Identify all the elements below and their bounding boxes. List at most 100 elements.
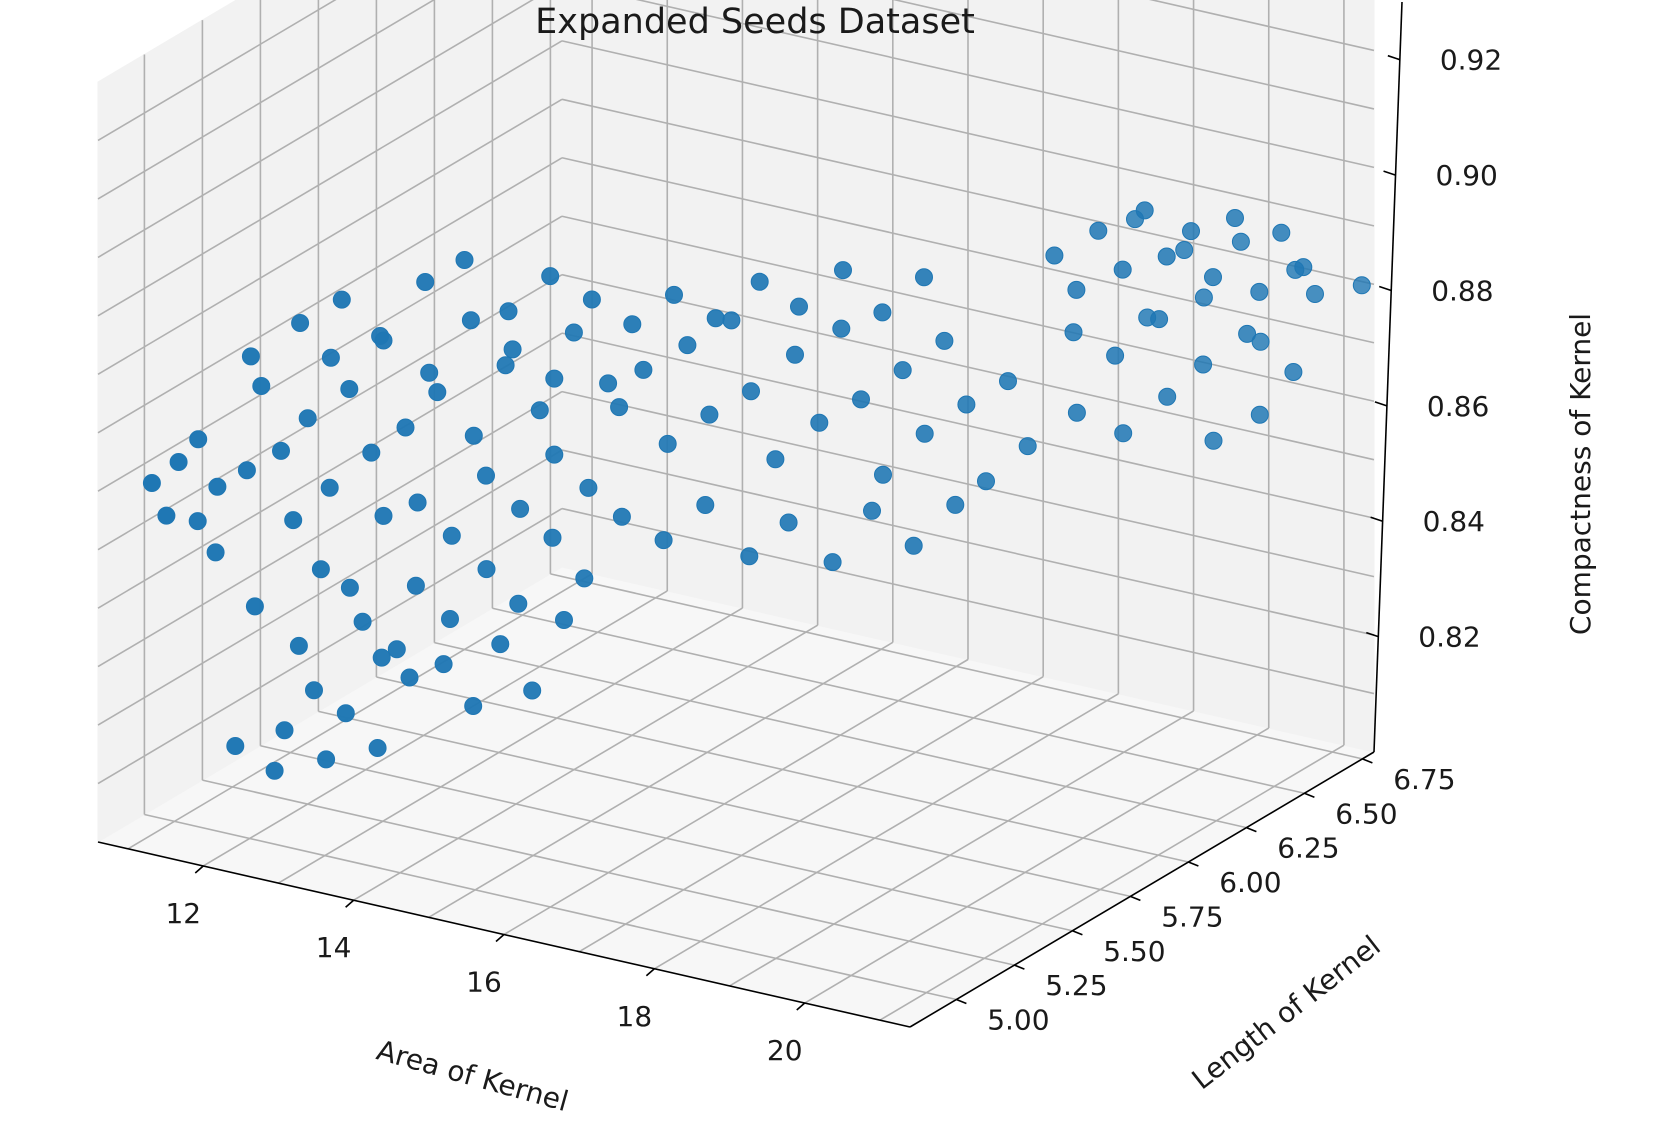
back-grid-z — [635, 0, 1375, 169]
z-tick — [1366, 631, 1379, 638]
left-grid-z — [97, 0, 534, 259]
data-point — [834, 261, 852, 280]
data-point — [416, 273, 435, 291]
back-grid-z — [561, 273, 1375, 461]
x-tick-label: 14 — [316, 931, 352, 964]
data-point — [1182, 222, 1200, 241]
z-tick-label: 0.84 — [1423, 505, 1485, 538]
data-point — [873, 303, 892, 322]
data-point — [786, 345, 804, 364]
floor-grid-y — [550, 573, 1363, 760]
y-tick — [1072, 930, 1083, 936]
data-point — [189, 430, 208, 449]
data-point — [511, 499, 530, 518]
data-point — [509, 594, 528, 613]
data-point — [252, 377, 271, 395]
data-point — [1204, 431, 1223, 450]
data-point — [340, 380, 359, 398]
back-grid-z — [561, 332, 1375, 519]
data-point — [852, 390, 870, 409]
data-point — [237, 461, 256, 480]
x-tick-label: 16 — [466, 966, 502, 999]
data-point — [957, 395, 976, 414]
data-point — [832, 319, 851, 338]
chart-title: Expanded Seeds Dataset — [535, 2, 975, 42]
y-tick-label: 5.00 — [987, 1004, 1049, 1037]
x-tick-label: 12 — [165, 897, 201, 930]
floor-grid-y — [202, 779, 1015, 966]
x-axis-label: Area of Kernel — [373, 1034, 572, 1119]
data-point — [750, 272, 769, 291]
data-point — [1157, 247, 1176, 266]
data-point — [977, 472, 995, 491]
y-axis-label: Length of Kernel — [1186, 929, 1387, 1096]
floor-grid-y — [434, 641, 1247, 829]
data-point — [742, 382, 760, 401]
back-grid-z — [561, 449, 1375, 636]
data-point — [245, 597, 264, 616]
floor-grid-x — [879, 744, 1345, 1021]
floor-grid-x — [428, 641, 894, 919]
y-tick — [956, 998, 967, 1005]
data-point — [298, 409, 317, 428]
data-point — [1067, 280, 1086, 299]
data-point — [545, 445, 564, 464]
data-point — [523, 681, 542, 700]
data-point — [362, 443, 381, 462]
data-point — [320, 478, 339, 497]
data-point — [1106, 346, 1125, 365]
z-axis-label: Compactness of Kernel — [1564, 313, 1597, 635]
data-point — [1194, 288, 1213, 307]
data-point — [305, 681, 323, 700]
data-point — [779, 513, 798, 532]
data-point — [226, 737, 245, 755]
data-point — [142, 474, 161, 492]
data-point — [555, 611, 573, 629]
y-tick — [1130, 895, 1141, 902]
y-tick-label: 6.75 — [1393, 763, 1455, 796]
data-point — [665, 285, 683, 304]
data-point — [496, 356, 515, 375]
data-point — [208, 477, 227, 496]
data-point — [1231, 232, 1250, 251]
data-point — [291, 314, 310, 332]
floor-grid-y — [260, 744, 1073, 932]
y-tick-label: 6.25 — [1277, 832, 1339, 865]
y-tick — [1304, 792, 1315, 798]
x-tick — [645, 968, 655, 977]
floor-grid-y — [492, 607, 1305, 795]
data-point — [241, 347, 260, 366]
data-point — [206, 543, 225, 562]
data-point — [1250, 405, 1269, 424]
y-tick-label: 6.50 — [1335, 797, 1397, 830]
data-point — [374, 331, 393, 350]
z-tick-label: 0.88 — [1431, 274, 1493, 307]
back-grid-z — [561, 390, 1375, 578]
z-tick — [1383, 170, 1396, 176]
data-point — [740, 547, 759, 566]
left-grid-z — [97, 390, 563, 668]
data-point — [1272, 223, 1291, 242]
data-point — [1089, 221, 1108, 240]
data-point — [658, 434, 677, 453]
z-axis-line — [1373, 1, 1403, 753]
back-grid-z — [561, 215, 1375, 403]
back-grid-z — [561, 98, 1375, 286]
back-grid-z — [892, 0, 1375, 110]
data-point — [1294, 258, 1313, 277]
data-point — [169, 453, 188, 471]
floor-grid-x — [202, 590, 668, 867]
data-point — [442, 526, 461, 545]
data-point — [1194, 355, 1213, 374]
data-point — [810, 413, 829, 432]
data-point — [1064, 323, 1083, 342]
z-tick-label: 0.82 — [1418, 621, 1480, 654]
floor-grid-x — [578, 675, 1044, 953]
left-grid-z — [97, 449, 563, 726]
z-tick — [1370, 516, 1383, 522]
data-point — [904, 536, 923, 555]
data-point — [499, 302, 518, 321]
data-point — [272, 441, 290, 460]
z-tick-label: 0.90 — [1436, 159, 1498, 192]
data-point — [321, 348, 340, 367]
